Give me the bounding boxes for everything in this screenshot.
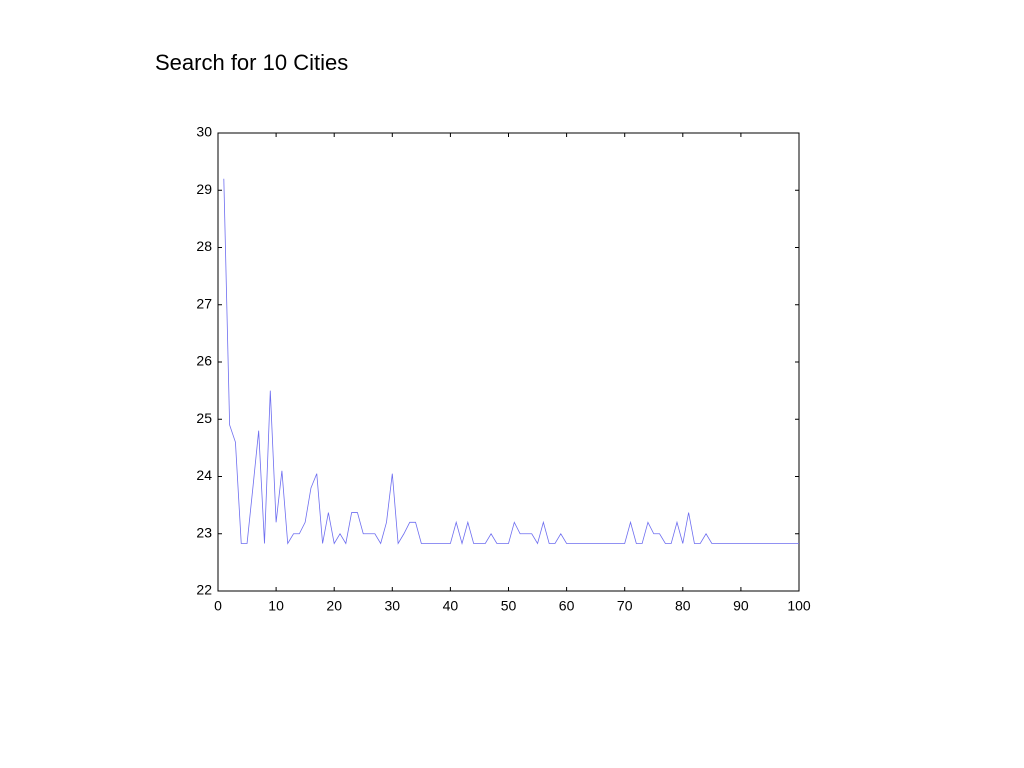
data-line — [223, 178, 799, 545]
y-tick-label: 22 — [196, 582, 212, 598]
x-tick-label: 0 — [214, 598, 222, 614]
x-tick-label: 80 — [675, 598, 691, 614]
chart-title: Search for 10 Cities — [155, 50, 348, 75]
y-tick-label: 26 — [196, 353, 212, 369]
y-tick-label: 29 — [196, 181, 212, 197]
x-tick-label: 40 — [443, 598, 459, 614]
y-tick-label: 23 — [196, 524, 212, 540]
x-tick-label: 60 — [559, 598, 575, 614]
x-tick-label: 90 — [733, 598, 749, 614]
x-tick-label: 70 — [617, 598, 633, 614]
x-tick-label: 100 — [787, 598, 811, 614]
y-tick-label: 27 — [196, 295, 212, 311]
y-tick-label: 24 — [196, 467, 212, 483]
x-tick-label: 10 — [268, 598, 284, 614]
y-tick-label: 25 — [196, 410, 212, 426]
x-tick-label: 30 — [385, 598, 401, 614]
x-tick-label: 20 — [326, 598, 342, 614]
x-tick-label: 50 — [501, 598, 517, 614]
y-tick-label: 30 — [196, 124, 212, 140]
y-tick-label: 28 — [196, 238, 212, 254]
